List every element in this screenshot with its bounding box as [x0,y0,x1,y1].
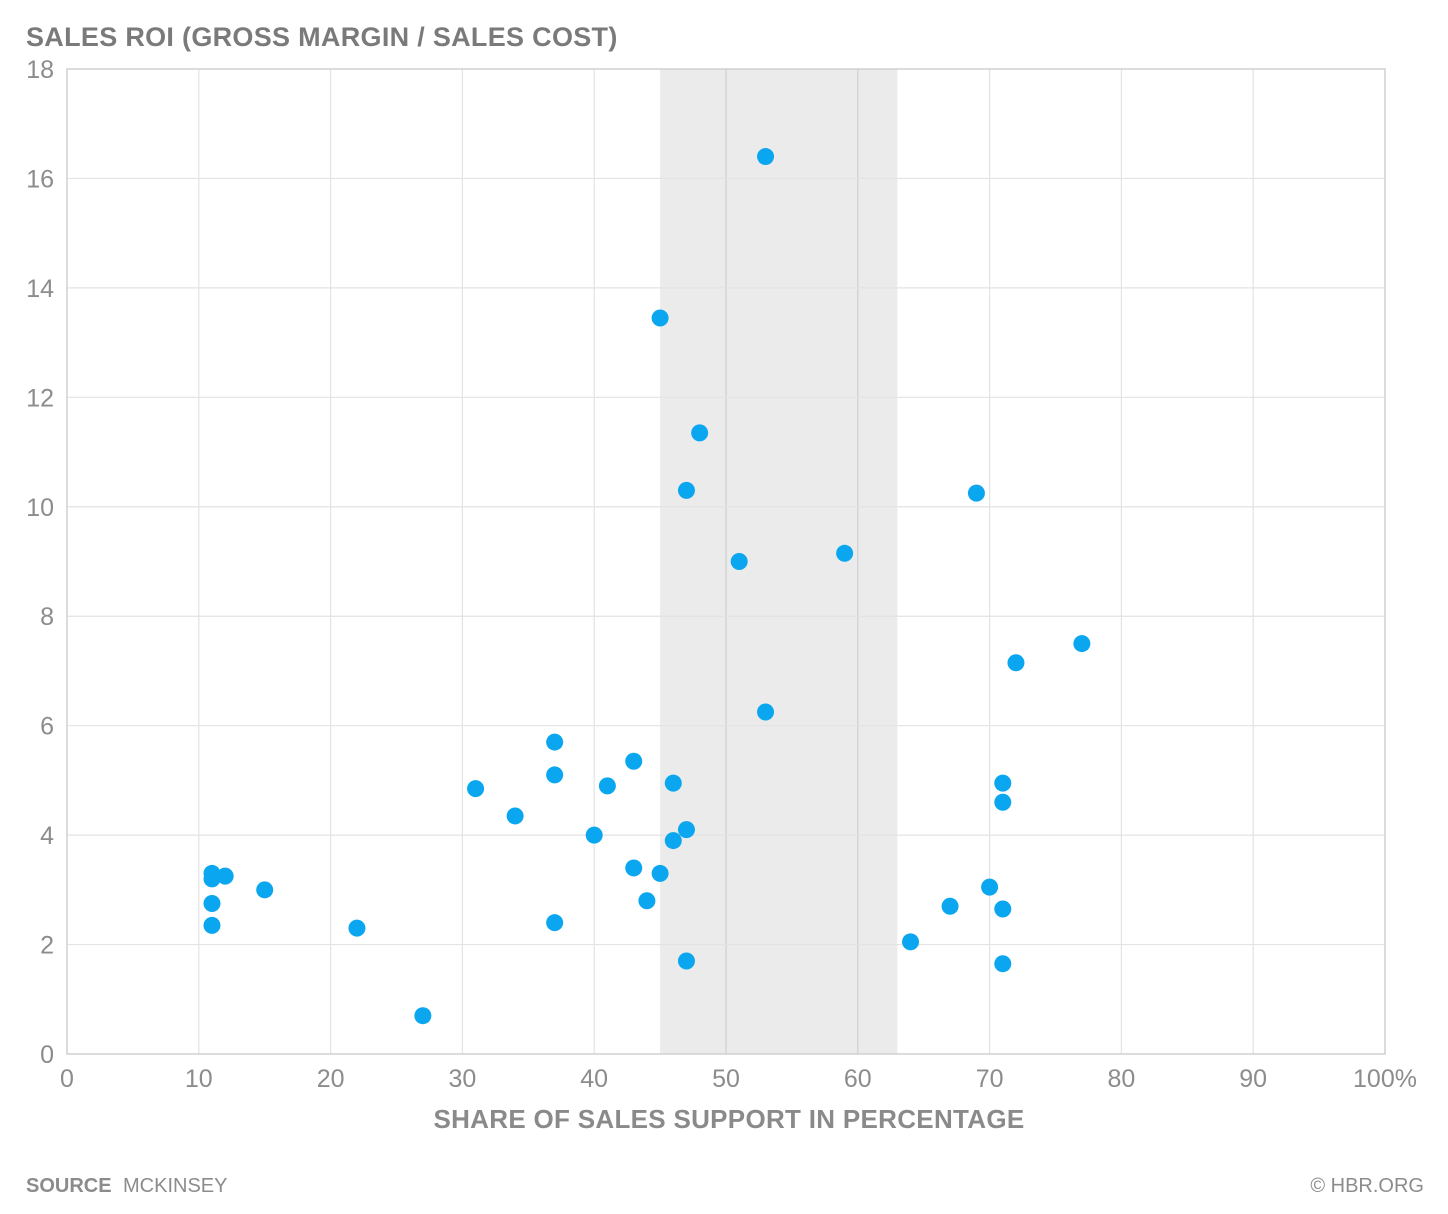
x-tick-label: 90 [1239,1065,1267,1093]
data-point [967,484,985,502]
x-tick-label: 100% [1353,1065,1417,1093]
data-point [994,774,1012,792]
credit: © HBR.ORG [1310,1175,1424,1197]
data-point [994,900,1012,918]
data-point [730,553,748,570]
data-point [941,897,959,915]
y-tick-label: 8 [40,603,54,631]
data-point [203,916,221,934]
data-point [638,892,656,910]
x-tick-label: 80 [1107,1065,1135,1093]
data-point [677,821,695,839]
x-tick-label: 10 [185,1065,213,1093]
data-point [585,826,603,844]
x-tick-label: 0 [60,1065,74,1093]
data-point [546,766,564,784]
highlight-band [660,69,898,1054]
source-label: SOURCE [26,1175,112,1197]
data-point [664,774,682,792]
x-tick-label: 20 [317,1065,345,1093]
data-point [994,955,1012,973]
data-point [414,1007,432,1025]
data-point [664,832,682,850]
data-point [1007,654,1025,672]
y-tick-label: 0 [40,1041,54,1069]
data-points [203,148,1091,1025]
data-point [1073,635,1091,653]
x-axis-title: SHARE OF SALES SUPPORT IN PERCENTAGE [433,1104,1024,1134]
y-axis-title: SALES ROI (GROSS MARGIN / SALES COST) [26,22,618,52]
y-tick-label: 16 [26,165,54,193]
data-point [256,881,274,899]
data-point [216,867,234,885]
data-point [651,864,669,882]
data-point [506,807,524,825]
data-point [203,870,221,888]
y-tick-label: 12 [26,384,54,412]
grid-lines [67,69,1385,1054]
data-point [836,544,854,562]
y-tick-label: 10 [26,494,54,522]
tick-labels: 0 10 20 30 40 50 60 70 80 90 100% 0 2 4 6 8 10 12 14 16 18 [26,56,1417,1093]
x-tick-label: 40 [580,1065,608,1093]
data-point [348,919,366,937]
data-point [677,952,695,970]
data-point [625,752,643,770]
data-point [598,777,616,795]
x-tick-label: 30 [448,1065,476,1093]
data-point [757,148,775,166]
data-point [467,780,485,798]
data-point [994,793,1012,811]
data-point [546,733,564,751]
data-point [902,933,920,951]
data-point [677,481,695,499]
x-tick-label: 60 [844,1065,872,1093]
y-tick-label: 14 [26,275,54,303]
x-tick-label: 50 [712,1065,740,1093]
y-tick-label: 2 [40,932,54,960]
data-point [203,895,221,913]
source-value: MCKINSEY [123,1175,227,1197]
data-point [651,309,669,327]
data-point [757,703,775,721]
data-point [981,878,999,896]
data-point [625,859,643,877]
data-point [691,424,709,442]
y-tick-label: 18 [26,56,54,84]
y-tick-label: 4 [40,822,54,850]
x-tick-label: 70 [976,1065,1004,1093]
plot-frame [66,68,1386,1055]
y-tick-label: 6 [40,713,54,741]
data-point [546,914,564,932]
